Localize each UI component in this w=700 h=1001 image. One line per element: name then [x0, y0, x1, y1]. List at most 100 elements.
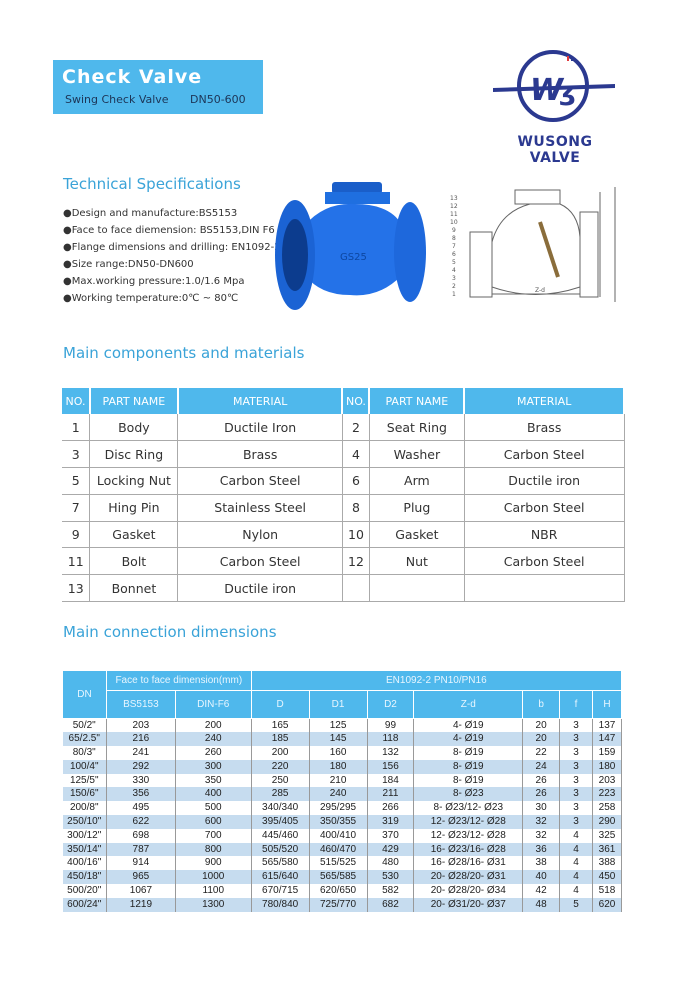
column-header: b [522, 690, 561, 719]
table-cell: 20 [522, 718, 561, 733]
table-cell: Arm [369, 467, 465, 495]
table-cell: 787 [106, 842, 176, 857]
table-cell: 460/470 [309, 842, 368, 857]
table-row: 13 Bonnet Ductile iron [62, 574, 625, 603]
table-cell: 622 [106, 815, 176, 829]
table-cell: 356 [106, 787, 176, 802]
table-cell: Carbon Steel [177, 467, 343, 495]
table-cell: 11 [62, 547, 91, 576]
table-cell [342, 574, 370, 603]
table-cell: 8- Ø19 [413, 746, 524, 760]
table-cell: Seat Ring [369, 414, 465, 442]
table-cell: 395/405 [251, 815, 310, 829]
part-label: 2 [452, 283, 456, 290]
column-header: PART NAME [89, 388, 179, 414]
subtitle: Swing Check Valve [65, 93, 169, 106]
table-cell: 300 [175, 759, 252, 774]
table-cell: 3 [559, 801, 593, 816]
svg-text:W: W [530, 73, 565, 108]
table-cell: 250/10" [62, 815, 107, 829]
table-cell: NBR [464, 521, 625, 549]
table-cell: 12 [342, 547, 370, 576]
column-header: H [591, 690, 623, 719]
part-label: 10 [450, 219, 458, 226]
table-cell: 65/2.5" [62, 732, 107, 747]
table-cell: 8- Ø19 [413, 773, 524, 788]
table-cell: Ductile iron [464, 467, 625, 495]
table-cell: 340/340 [251, 801, 310, 816]
table-cell: 211 [367, 787, 415, 802]
table-cell: 42 [522, 884, 561, 898]
table-row: 11 Bolt Carbon Steel 12 Nut Carbon Steel [62, 547, 625, 576]
table-cell: 159 [592, 746, 623, 760]
table-cell: 10 [342, 521, 370, 549]
table-cell: 361 [592, 842, 623, 857]
spec-item: ●Design and manufacture:BS5153 [63, 208, 238, 219]
column-header: Z-d [413, 690, 524, 719]
table-cell: Brass [177, 440, 343, 469]
table-row: 65/2.5" 216 240 185 145 118 4- Ø19 20 3 147 [62, 732, 623, 747]
table-cell: 240 [309, 787, 368, 802]
table-cell: 147 [592, 732, 623, 747]
table-cell: 185 [251, 732, 310, 747]
table-row: 80/3" 241 260 200 160 132 8- Ø19 22 3 159 [62, 746, 623, 760]
table-row: 1 Body Ductile Iron 2 Seat Ring Brass [62, 414, 625, 442]
table-cell: 210 [309, 773, 368, 788]
table-cell: Bonnet [89, 574, 179, 603]
table-row: 250/10" 622 600 395/405 350/355 319 12- Ø23/12… [62, 815, 623, 829]
table-cell: 223 [592, 787, 623, 802]
table-cell: 240 [175, 732, 252, 747]
column-header: f [559, 690, 593, 719]
table-cell: 32 [522, 815, 561, 829]
table-cell: 180 [309, 759, 368, 774]
logo-text: WUSONG VALVE [517, 134, 593, 166]
table-cell: 200 [251, 746, 310, 760]
table-row: 50/2" 203 200 165 125 99 4- Ø19 20 3 137 [62, 718, 623, 733]
table-cell: 137 [592, 718, 623, 733]
part-label: 9 [452, 227, 456, 234]
part-label: 5 [452, 259, 456, 266]
table-row: 400/16" 914 900 565/580 515/525 480 16- Ø28/16… [62, 856, 623, 871]
table-cell: Disc Ring [89, 440, 179, 469]
table-cell: 200/8" [62, 801, 107, 816]
table-cell: 160 [309, 746, 368, 760]
table-cell: 4 [559, 856, 593, 871]
table-cell: 4 [559, 828, 593, 843]
part-label: 13 [450, 195, 458, 202]
table-cell: 429 [367, 842, 415, 857]
table-cell: 330 [106, 773, 176, 788]
table-cell: Carbon Steel [464, 440, 625, 469]
table-cell: 900 [175, 856, 252, 871]
tech-spec-heading: Technical Specifications [63, 175, 241, 193]
table-cell: 1219 [106, 897, 176, 912]
table-cell: 4 [559, 884, 593, 898]
table-cell: 370 [367, 828, 415, 843]
table-cell: 216 [106, 732, 176, 747]
spec-item: ●Working temperature:0℃ ~ 80℃ [63, 293, 239, 304]
table-cell: Carbon Steel [464, 547, 625, 576]
table-cell: 620 [592, 897, 623, 912]
column-header: NO. [62, 388, 91, 414]
dimensions-table: DN Face to face dimension(mm) EN1092-2 P… [62, 670, 623, 912]
table-cell: 13 [62, 574, 91, 603]
table-cell: 600 [175, 815, 252, 829]
table-row: 125/5" 330 350 250 210 184 8- Ø19 26 3 203 [62, 773, 623, 788]
table-cell: 16- Ø23/16- Ø28 [413, 842, 524, 857]
table-cell: Nut [369, 547, 465, 576]
table-cell: 565/585 [309, 870, 368, 885]
logo-mark-icon: W ʒ [493, 50, 615, 122]
table-cell: 8 [342, 494, 370, 522]
table-cell: 530 [367, 870, 415, 885]
table-cell: 500 [175, 801, 252, 816]
table-cell: 300/12" [62, 828, 107, 843]
table-cell: 220 [251, 759, 310, 774]
table-cell: 388 [592, 856, 623, 871]
table-cell: 180 [592, 759, 623, 774]
table-cell: 600/24" [62, 897, 107, 912]
table-cell: Brass [464, 414, 625, 442]
table-cell: 266 [367, 801, 415, 816]
table-cell: Locking Nut [89, 467, 179, 495]
svg-text:GS25: GS25 [340, 252, 367, 263]
table-cell: 3 [559, 732, 593, 747]
table-cell: 1100 [175, 884, 252, 898]
